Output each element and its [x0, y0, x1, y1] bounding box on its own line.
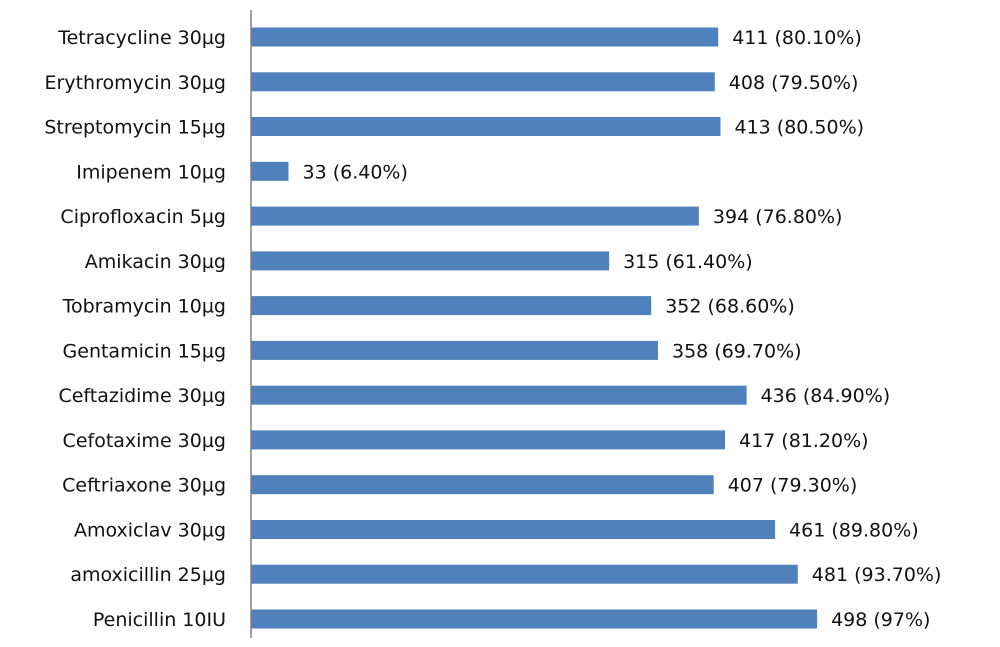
- bar: [251, 161, 289, 181]
- bars-group: [251, 27, 818, 629]
- category-label: Ceftazidime 30µg: [58, 385, 226, 407]
- bar: [251, 609, 818, 629]
- bar: [251, 72, 715, 92]
- category-label: Amikacin 30µg: [85, 251, 226, 273]
- category-label: Ciprofloxacin 5µg: [60, 206, 226, 228]
- data-label: 358 (69.70%): [672, 340, 802, 362]
- category-label: amoxicillin 25µg: [70, 564, 226, 586]
- bar: [251, 520, 776, 539]
- data-label: 417 (81.20%): [739, 430, 869, 452]
- data-label: 481 (93.70%): [812, 564, 942, 586]
- data-label: 408 (79.50%): [729, 72, 859, 94]
- bar: [251, 340, 658, 360]
- category-label: Cefotaxime 30µg: [63, 430, 226, 452]
- data-label: 33 (6.40%): [303, 161, 408, 183]
- category-label: Penicillin 10IU: [93, 609, 226, 631]
- data-label: 411 (80.10%): [732, 27, 862, 49]
- data-label: 315 (61.40%): [623, 251, 753, 273]
- bar: [251, 117, 721, 136]
- data-label: 352 (68.60%): [665, 296, 795, 318]
- category-labels: Tetracycline 30µg Erythromycin 30µg Strept…: [44, 27, 226, 631]
- bar: [251, 385, 747, 405]
- bar: [251, 251, 610, 271]
- bar: [251, 564, 798, 584]
- data-label: 461 (89.80%): [789, 520, 919, 542]
- bar: [251, 206, 699, 226]
- category-label: Erythromycin 30µg: [45, 72, 226, 94]
- category-label: Ceftriaxone 30µg: [62, 475, 226, 497]
- category-label: Tobramycin 10µg: [62, 296, 226, 318]
- data-label: 436 (84.90%): [761, 385, 891, 407]
- data-label: 413 (80.50%): [735, 117, 865, 139]
- bar: [251, 27, 719, 47]
- data-labels: 411 (80.10%) 408 (79.50%) 413 (80.50%) 33 (…: [303, 27, 942, 631]
- category-label: Amoxiclav 30µg: [74, 520, 226, 542]
- bar: [251, 430, 725, 450]
- data-label: 394 (76.80%): [713, 206, 843, 228]
- bar: [251, 296, 652, 316]
- data-label: 498 (97%): [831, 609, 930, 631]
- bar: [251, 475, 714, 495]
- category-label: Gentamicin 15µg: [63, 340, 226, 362]
- category-label: Streptomycin 15µg: [44, 117, 226, 139]
- category-label: Tetracycline 30µg: [57, 27, 226, 49]
- data-label: 407 (79.30%): [728, 475, 858, 497]
- category-label: Imipenem 10µg: [76, 161, 226, 183]
